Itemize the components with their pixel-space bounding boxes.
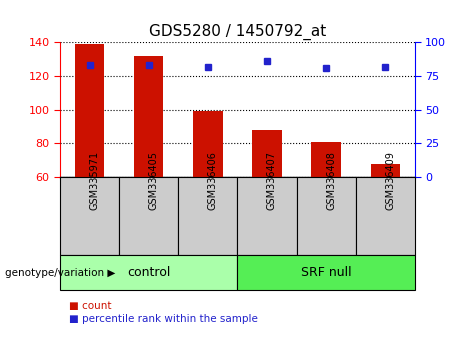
- Bar: [119, 177, 178, 255]
- Bar: [178, 177, 237, 255]
- Bar: [237, 177, 296, 255]
- Bar: [296, 177, 356, 255]
- Text: GSM336409: GSM336409: [385, 152, 396, 210]
- Text: GSM335971: GSM335971: [89, 151, 100, 211]
- Text: control: control: [127, 266, 171, 279]
- Bar: [75, 44, 104, 177]
- Text: GSM336405: GSM336405: [148, 152, 159, 210]
- Bar: [371, 164, 400, 177]
- Bar: [311, 142, 341, 177]
- Text: GSM336406: GSM336406: [208, 152, 218, 210]
- Text: SRF null: SRF null: [301, 266, 351, 279]
- Bar: [237, 255, 415, 290]
- Bar: [60, 177, 119, 255]
- Text: ■ count: ■ count: [69, 301, 112, 311]
- Bar: [356, 177, 415, 255]
- Bar: [252, 130, 282, 177]
- Bar: [60, 255, 237, 290]
- Text: GSM336407: GSM336407: [267, 152, 277, 210]
- Text: genotype/variation ▶: genotype/variation ▶: [5, 268, 115, 278]
- Text: ■ percentile rank within the sample: ■ percentile rank within the sample: [69, 314, 258, 324]
- Text: GSM336408: GSM336408: [326, 152, 336, 210]
- Bar: [193, 112, 223, 177]
- Title: GDS5280 / 1450792_at: GDS5280 / 1450792_at: [149, 23, 326, 40]
- Bar: [134, 56, 164, 177]
